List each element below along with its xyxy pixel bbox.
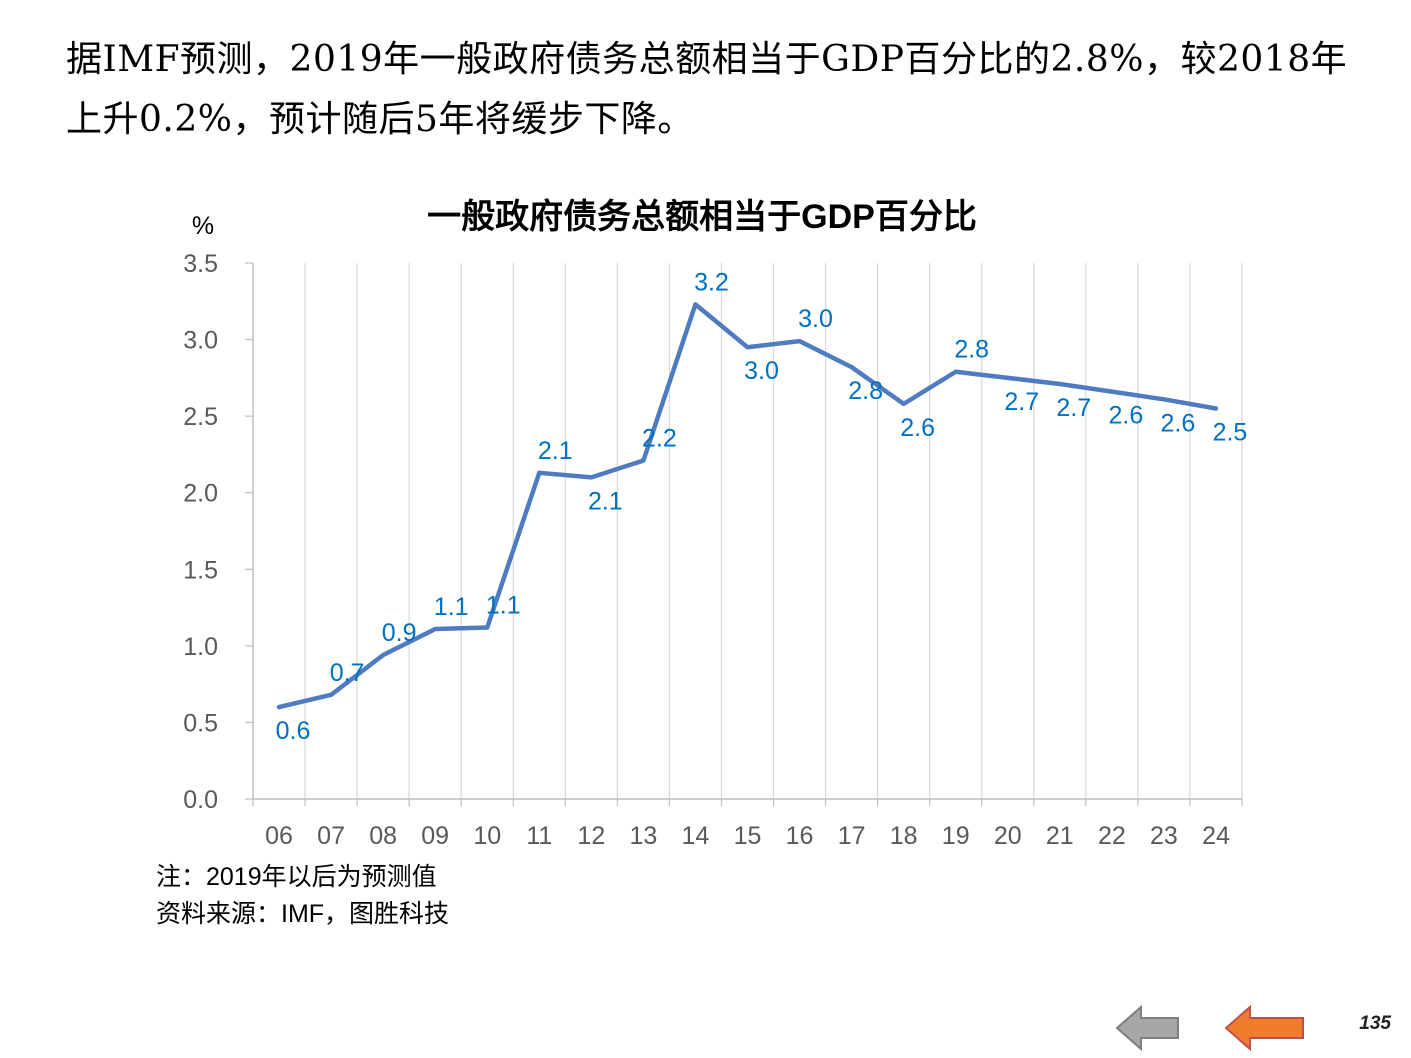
data-point xyxy=(381,653,386,658)
data-labels: 0.6 0.7 0.9 1.1 1.1 2.1 2.1 2.2 3.2 3.0 3.0 2.8 2.6 2… xyxy=(276,268,1248,745)
data-point xyxy=(277,705,282,710)
orange-arrow-icon xyxy=(1224,1004,1304,1052)
x-tick-label: 23 xyxy=(1150,822,1178,850)
x-tick-label: 14 xyxy=(682,822,710,850)
series-layer xyxy=(276,302,1219,710)
data-point xyxy=(1109,389,1114,394)
forward-arrow-button[interactable] xyxy=(1223,1004,1307,1052)
x-tick-label: 22 xyxy=(1098,822,1126,850)
page-number: 135 xyxy=(1359,1013,1391,1034)
x-tick-label: 08 xyxy=(369,822,397,850)
data-point xyxy=(1005,375,1010,380)
chart-title: 一般政府债务总额相当于GDP百分比 xyxy=(427,197,977,236)
y-tick-label: 3.0 xyxy=(183,327,218,355)
y-tick-label: 1.5 xyxy=(183,556,218,584)
data-label: 0.6 xyxy=(276,717,311,745)
data-point xyxy=(745,345,750,350)
data-label: 2.8 xyxy=(848,377,883,405)
data-label: 2.1 xyxy=(588,487,623,515)
data-label: 2.6 xyxy=(1161,409,1196,437)
data-label: 3.2 xyxy=(694,268,729,296)
data-point xyxy=(589,475,594,480)
data-label: 2.1 xyxy=(538,437,573,465)
data-label: 2.2 xyxy=(642,425,677,453)
data-label: 2.8 xyxy=(954,336,989,364)
intro-line-1: 据IMF预测，2019年一般政府债务总额相当于GDP百分比的2.8%，较2018… xyxy=(66,39,1348,80)
data-label: 2.7 xyxy=(1056,394,1091,422)
data-point xyxy=(901,401,906,406)
data-point xyxy=(1213,406,1218,411)
data-label: 2.6 xyxy=(900,414,935,442)
y-tick-label: 2.5 xyxy=(183,403,218,431)
x-tick-label: 16 xyxy=(786,822,814,850)
data-label: 2.5 xyxy=(1213,418,1248,446)
data-point xyxy=(953,369,958,374)
data-point xyxy=(329,692,334,697)
x-tick-label: 09 xyxy=(421,822,449,850)
data-label: 1.1 xyxy=(434,593,469,621)
back-arrow-icon xyxy=(1115,1004,1179,1052)
data-label: 3.0 xyxy=(744,357,779,385)
data-point xyxy=(797,339,802,344)
x-tick-label: 15 xyxy=(734,822,762,850)
x-tick-label: 21 xyxy=(1046,822,1074,850)
data-label: 0.9 xyxy=(382,619,417,647)
x-tick-label: 10 xyxy=(473,822,501,850)
intro-text: 据IMF预测，2019年一般政府债务总额相当于GDP百分比的2.8%，较2018… xyxy=(66,30,1366,150)
data-point xyxy=(433,627,438,632)
data-point xyxy=(1057,381,1062,386)
chart-note: 注：2019年以后为预测值 xyxy=(156,863,437,891)
grid-lines xyxy=(304,263,1243,799)
data-point xyxy=(693,302,698,307)
x-tick-label: 11 xyxy=(526,822,552,850)
data-point xyxy=(641,458,646,463)
x-tick-label: 18 xyxy=(890,822,918,850)
x-tick-label: 24 xyxy=(1202,822,1230,850)
y-tick-label: 2.0 xyxy=(183,480,218,508)
data-label: 3.0 xyxy=(798,305,833,333)
x-tick-label: 20 xyxy=(994,822,1022,850)
y-axis-ticks: 0.0 0.5 1.0 1.5 2.0 2.5 3.0 3.5 xyxy=(183,250,253,814)
y-tick-label: 0.0 xyxy=(183,786,218,814)
y-tick-label: 3.5 xyxy=(183,250,218,278)
y-tick-label: 1.0 xyxy=(183,633,218,661)
x-tick-label: 07 xyxy=(317,822,345,850)
y-axis-unit: % xyxy=(192,212,214,240)
data-label: 0.7 xyxy=(330,659,365,687)
data-label: 2.6 xyxy=(1108,402,1143,430)
intro-line-2: 上升0.2%，预计随后5年将缓步下降。 xyxy=(66,99,694,140)
data-point xyxy=(537,470,542,475)
x-tick-label: 12 xyxy=(577,822,605,850)
x-tick-label: 17 xyxy=(838,822,866,850)
x-tick-label: 06 xyxy=(265,822,293,850)
data-label: 1.1 xyxy=(486,591,521,619)
data-point xyxy=(1161,397,1166,402)
data-point xyxy=(849,365,854,370)
x-axis-ticks: 06 07 08 09 10 11 12 13 14 15 16 17 18 19 20 21 22 23 24 xyxy=(252,799,1243,850)
data-label: 2.7 xyxy=(1004,388,1039,416)
x-tick-label: 19 xyxy=(942,822,970,850)
chart-source: 资料来源：IMF，图胜科技 xyxy=(156,900,450,928)
data-point xyxy=(485,625,490,630)
x-tick-label: 13 xyxy=(629,822,657,850)
y-tick-label: 0.5 xyxy=(183,709,218,737)
back-arrow-button[interactable] xyxy=(1114,1004,1182,1052)
